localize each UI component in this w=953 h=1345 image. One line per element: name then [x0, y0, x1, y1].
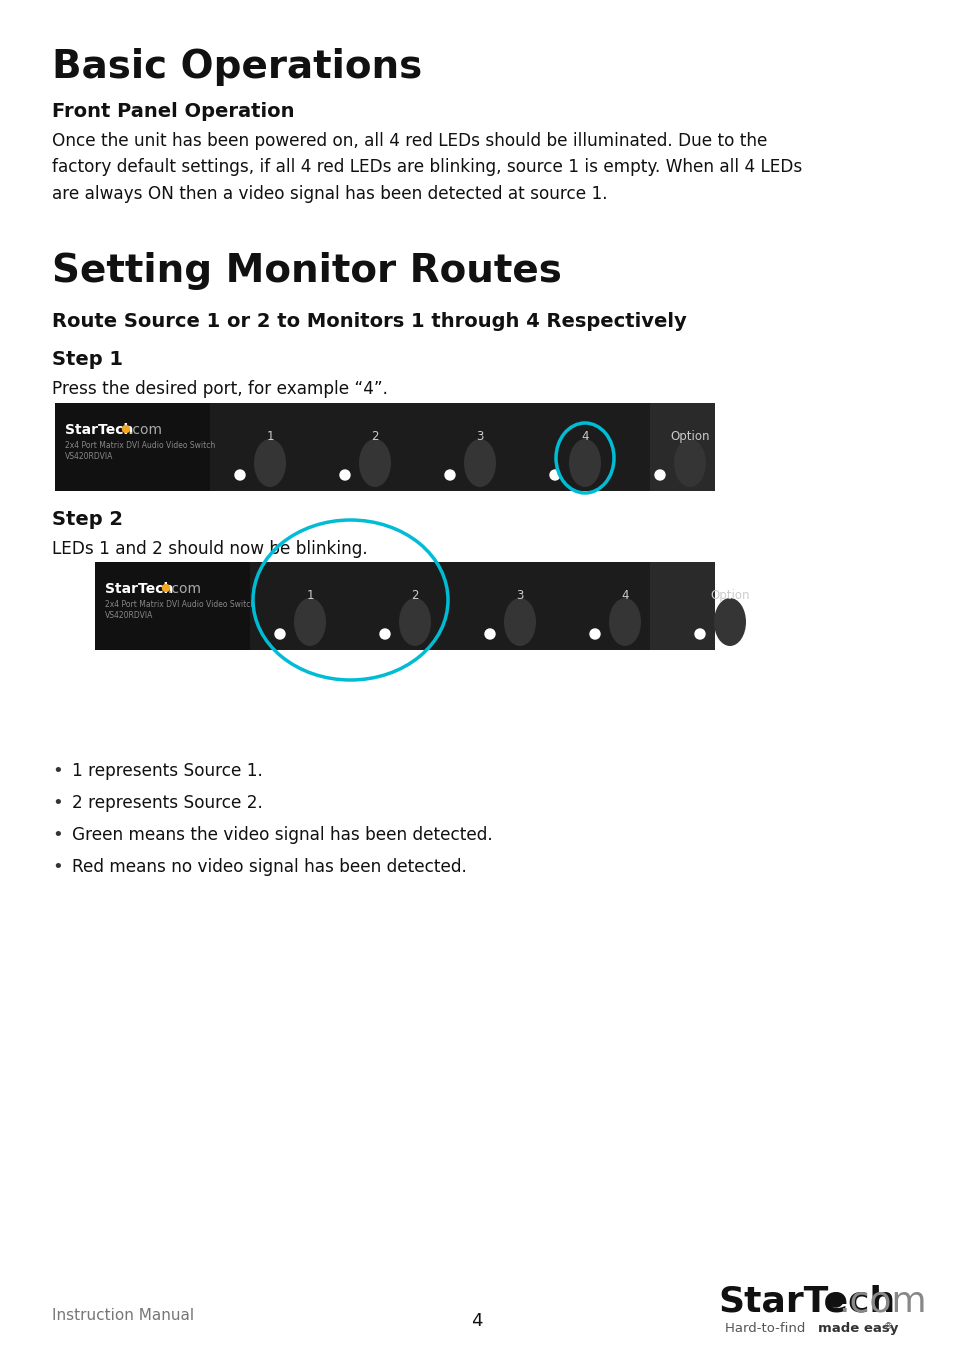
Circle shape — [122, 425, 130, 433]
Circle shape — [828, 1293, 842, 1307]
Text: 2: 2 — [411, 589, 418, 603]
Text: 1: 1 — [306, 589, 314, 603]
Ellipse shape — [503, 599, 536, 646]
Text: 4: 4 — [620, 589, 628, 603]
Text: Step 1: Step 1 — [52, 350, 123, 369]
Text: 2: 2 — [371, 430, 378, 443]
Circle shape — [695, 629, 704, 639]
Text: Option: Option — [670, 430, 709, 443]
Circle shape — [655, 469, 664, 480]
FancyBboxPatch shape — [55, 404, 714, 491]
Text: .com: .com — [837, 1284, 925, 1319]
Text: Route Source 1 or 2 to Monitors 1 through 4 Respectively: Route Source 1 or 2 to Monitors 1 throug… — [52, 312, 686, 331]
Text: •: • — [52, 826, 63, 845]
Ellipse shape — [358, 438, 391, 487]
Text: 4: 4 — [580, 430, 588, 443]
Text: LEDs 1 and 2 should now be blinking.: LEDs 1 and 2 should now be blinking. — [52, 539, 367, 558]
Text: 1: 1 — [266, 430, 274, 443]
Circle shape — [379, 629, 390, 639]
Text: 2 represents Source 2.: 2 represents Source 2. — [71, 794, 263, 812]
Circle shape — [444, 469, 455, 480]
Circle shape — [274, 629, 285, 639]
Text: VS420RDVIA: VS420RDVIA — [105, 611, 153, 620]
Circle shape — [550, 469, 559, 480]
Ellipse shape — [253, 438, 286, 487]
FancyBboxPatch shape — [95, 562, 250, 650]
Text: made easy: made easy — [817, 1322, 898, 1336]
Text: Green means the video signal has been detected.: Green means the video signal has been de… — [71, 826, 493, 845]
Text: ®: ® — [883, 1322, 892, 1332]
Text: StarTech: StarTech — [65, 422, 133, 437]
Text: Instruction Manual: Instruction Manual — [52, 1307, 193, 1323]
Circle shape — [339, 469, 350, 480]
Ellipse shape — [294, 599, 326, 646]
Text: 2x4 Port Matrix DVI Audio Video Switch: 2x4 Port Matrix DVI Audio Video Switch — [65, 441, 215, 451]
Circle shape — [484, 629, 495, 639]
Text: Hard-to-find: Hard-to-find — [724, 1322, 809, 1336]
Text: Basic Operations: Basic Operations — [52, 48, 422, 86]
Circle shape — [589, 629, 599, 639]
Ellipse shape — [398, 599, 431, 646]
Text: •: • — [52, 794, 63, 812]
Ellipse shape — [568, 438, 600, 487]
Text: Press the desired port, for example “4”.: Press the desired port, for example “4”. — [52, 381, 388, 398]
Text: 4: 4 — [471, 1311, 482, 1330]
FancyBboxPatch shape — [649, 404, 714, 491]
FancyBboxPatch shape — [95, 562, 714, 650]
Ellipse shape — [713, 599, 745, 646]
Text: Step 2: Step 2 — [52, 510, 123, 529]
FancyBboxPatch shape — [649, 562, 714, 650]
Text: Red means no video signal has been detected.: Red means no video signal has been detec… — [71, 858, 466, 876]
Text: Option: Option — [709, 589, 749, 603]
Text: StarTech: StarTech — [105, 582, 173, 596]
Text: Once the unit has been powered on, all 4 red LEDs should be illuminated. Due to : Once the unit has been powered on, all 4… — [52, 132, 801, 203]
FancyBboxPatch shape — [55, 404, 210, 491]
Ellipse shape — [673, 438, 705, 487]
Text: .com: .com — [168, 582, 202, 596]
Text: •: • — [52, 763, 63, 780]
Text: VS420RDVIA: VS420RDVIA — [65, 452, 113, 461]
Text: Setting Monitor Routes: Setting Monitor Routes — [52, 252, 561, 291]
Text: 2x4 Port Matrix DVI Audio Video Switch: 2x4 Port Matrix DVI Audio Video Switch — [105, 600, 255, 609]
Ellipse shape — [608, 599, 640, 646]
Circle shape — [234, 469, 245, 480]
Text: •: • — [52, 858, 63, 876]
Text: StarTech: StarTech — [718, 1284, 894, 1319]
Text: 1 represents Source 1.: 1 represents Source 1. — [71, 763, 263, 780]
Text: 3: 3 — [476, 430, 483, 443]
Ellipse shape — [463, 438, 496, 487]
Text: 3: 3 — [516, 589, 523, 603]
Circle shape — [162, 585, 170, 592]
Text: .com: .com — [128, 422, 162, 437]
Text: Front Panel Operation: Front Panel Operation — [52, 102, 294, 121]
